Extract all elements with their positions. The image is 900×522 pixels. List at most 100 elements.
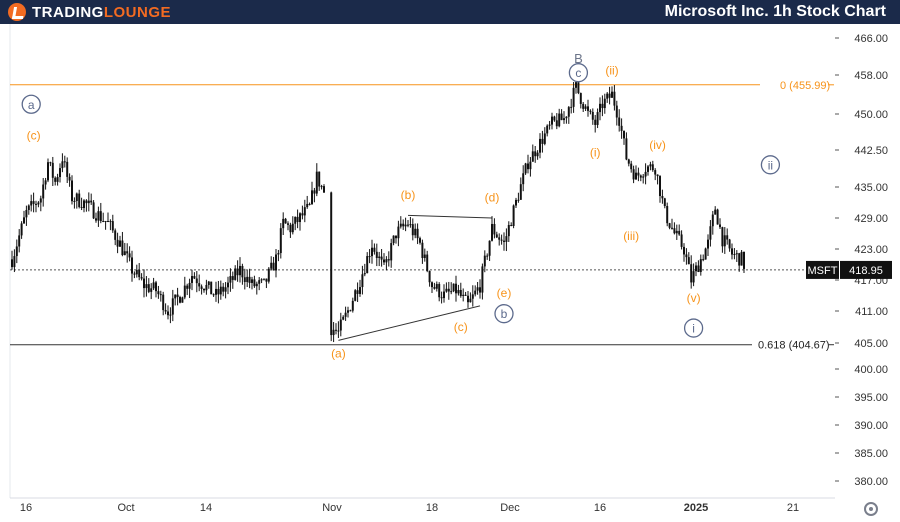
candle-body <box>335 329 337 331</box>
candle-body <box>95 218 97 221</box>
candle-body <box>188 282 191 289</box>
candle-body <box>606 93 609 99</box>
candle-body <box>54 177 57 182</box>
y-tick-label: 395.00 <box>854 392 888 404</box>
candle-body <box>354 290 357 301</box>
candle-body <box>37 202 40 205</box>
candle-body <box>224 287 227 292</box>
candle-body <box>99 211 102 222</box>
candle-body <box>267 268 270 282</box>
candle-body <box>623 130 625 139</box>
candle-body <box>663 198 666 207</box>
wave-label-1: (c) <box>27 129 41 143</box>
candle-body <box>683 246 685 255</box>
candle-body <box>510 224 513 226</box>
candle-body <box>733 254 736 256</box>
candle-body <box>303 207 306 216</box>
candle-body <box>443 291 445 299</box>
logo-text-part2: LOUNGE <box>103 3 171 21</box>
candle-body <box>661 195 664 199</box>
x-tick-label: 18 <box>426 502 438 514</box>
candle-body <box>404 224 407 227</box>
candle-body <box>71 180 73 202</box>
x-tick-label: Dec <box>500 502 520 514</box>
candle-body <box>133 273 136 275</box>
candle-body <box>282 218 285 229</box>
candle-body <box>543 133 546 144</box>
candle-body <box>205 284 208 291</box>
candle-body <box>339 319 342 331</box>
y-tick-label: 390.00 <box>854 420 888 432</box>
candle-body <box>138 269 141 278</box>
stock-chart[interactable]: 0 (455.99) 0.618 (404.67) a (c) (b) (d) (a) (e)… <box>0 24 900 522</box>
candle-body <box>575 82 577 88</box>
candle-body <box>452 283 455 292</box>
candle-body <box>668 223 671 228</box>
candle-body <box>20 223 23 236</box>
candle-body <box>500 239 503 241</box>
x-tick-label: 16 <box>594 502 606 514</box>
candle-body <box>92 202 95 219</box>
candle-body <box>253 279 256 287</box>
candle-body <box>447 288 450 292</box>
candle-body <box>234 268 237 280</box>
candle-body <box>383 259 385 263</box>
candle-body <box>294 216 297 224</box>
candle-body <box>620 125 623 131</box>
candle-body <box>546 125 549 134</box>
candle-body <box>155 282 157 292</box>
wave-label-8: B <box>574 51 583 66</box>
candle-body <box>409 224 412 226</box>
candle-body <box>186 285 189 289</box>
candle-body <box>140 277 143 279</box>
candle-body <box>35 203 37 205</box>
wave-label-11: (i) <box>590 145 601 159</box>
candle-body <box>611 91 613 98</box>
candle-body <box>30 201 33 206</box>
candle-body <box>553 116 556 121</box>
candle-body <box>258 280 261 284</box>
candle-body <box>174 294 177 299</box>
candle-body <box>421 242 424 259</box>
candle-body <box>193 276 196 279</box>
candle-body <box>486 255 489 257</box>
candle-body <box>337 330 340 332</box>
candle-body <box>255 283 258 287</box>
candle-body <box>726 235 729 240</box>
candle-body <box>709 226 712 240</box>
candle-body <box>315 171 318 194</box>
candle-body <box>313 190 316 194</box>
candle-body <box>570 106 573 108</box>
candle-body <box>697 265 700 273</box>
wave-label-circle <box>494 304 514 324</box>
candle-body <box>198 283 201 287</box>
candle-body <box>176 294 179 298</box>
candle-body <box>584 106 587 109</box>
candle-body <box>505 236 508 242</box>
candle-body <box>263 278 265 280</box>
candle-body <box>503 240 505 242</box>
candle-body <box>179 297 181 303</box>
candle-body <box>387 259 390 261</box>
candle-body <box>375 251 378 258</box>
settings-icon[interactable] <box>864 502 878 516</box>
candle-body <box>121 240 124 256</box>
candle-body <box>380 256 383 260</box>
wave-label-circle <box>683 318 704 338</box>
candle-body <box>481 266 484 293</box>
wave-label-4: (a) <box>331 346 346 360</box>
candle-body <box>438 284 441 298</box>
wave-label-9: c <box>575 66 581 80</box>
candle-body <box>577 82 580 94</box>
y-tick-label: 411.00 <box>855 306 888 318</box>
candle-body <box>582 103 585 109</box>
candle-body <box>123 251 126 256</box>
candle-body <box>15 246 18 257</box>
x-tick-label: 14 <box>200 502 212 514</box>
candle-body <box>90 200 93 203</box>
candle-body <box>719 224 721 228</box>
candle-body <box>738 253 741 266</box>
candle-body <box>119 240 121 247</box>
candle-body <box>195 278 198 284</box>
candle-body <box>241 265 244 278</box>
